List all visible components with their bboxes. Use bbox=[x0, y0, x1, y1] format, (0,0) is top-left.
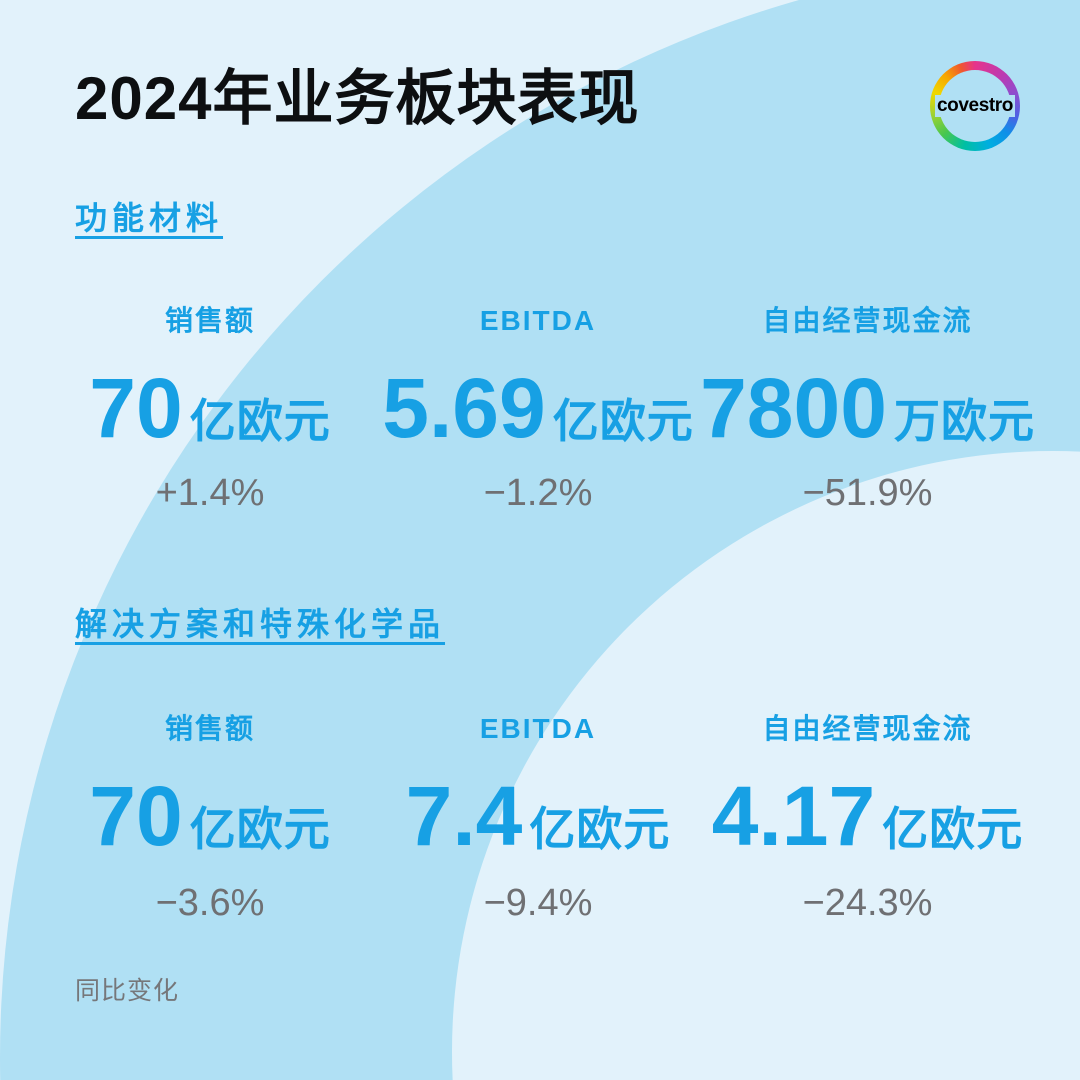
metric-label-free-cash-flow: 自由经营现金流 bbox=[762, 305, 973, 336]
metric-change-ebitda: −1.2% bbox=[483, 472, 593, 514]
metric-unit: 亿欧元 bbox=[552, 395, 694, 447]
metric-label-ebitda: EBITDA bbox=[479, 305, 597, 336]
metric-number: 70 bbox=[89, 361, 183, 455]
background-inner-arc bbox=[452, 451, 1080, 1080]
metric-value-ebitda: 5.69 亿欧元 bbox=[368, 366, 708, 450]
metric-unit: 亿欧元 bbox=[529, 803, 671, 855]
covestro-logo-wordmark: covestro bbox=[934, 95, 1015, 117]
yoy-footnote: 同比变化 bbox=[75, 977, 180, 1005]
metric-label-free-cash-flow: 自由经营现金流 bbox=[762, 713, 973, 744]
metric-change-sales: +1.4% bbox=[155, 472, 265, 514]
metric-number: 70 bbox=[89, 769, 183, 863]
section-header-performance-materials: 功能材料 bbox=[75, 200, 224, 236]
page-title: 2024年业务板块表现 bbox=[75, 65, 640, 132]
metric-unit: 亿欧元 bbox=[189, 395, 331, 447]
metric-unit: 亿欧元 bbox=[189, 803, 331, 855]
metric-unit: 亿欧元 bbox=[882, 803, 1024, 855]
metric-label-ebitda: EBITDA bbox=[479, 713, 597, 744]
metric-number: 4.17 bbox=[711, 769, 876, 863]
metric-value-sales: 70 亿欧元 bbox=[40, 774, 380, 858]
metric-number: 7.4 bbox=[405, 769, 523, 863]
metric-value-ebitda: 7.4 亿欧元 bbox=[368, 774, 708, 858]
metric-value-sales: 70 亿欧元 bbox=[40, 366, 380, 450]
metric-change-sales: −3.6% bbox=[155, 882, 265, 924]
metric-change-free-cash-flow: −51.9% bbox=[802, 472, 933, 514]
metric-value-free-cash-flow: 4.17 亿欧元 bbox=[680, 774, 1055, 858]
metric-value-free-cash-flow: 7800 万欧元 bbox=[680, 366, 1055, 450]
metric-unit: 万欧元 bbox=[893, 395, 1035, 447]
metric-label-sales: 销售额 bbox=[164, 305, 255, 336]
metric-change-ebitda: −9.4% bbox=[483, 882, 593, 924]
metric-change-free-cash-flow: −24.3% bbox=[802, 882, 933, 924]
metric-number: 7800 bbox=[700, 361, 887, 455]
metric-number: 5.69 bbox=[382, 361, 546, 455]
section-header-solutions-specialties: 解决方案和特殊化学品 bbox=[75, 606, 446, 642]
covestro-logo: covestro bbox=[930, 61, 1020, 151]
metric-label-sales: 销售额 bbox=[164, 713, 255, 744]
